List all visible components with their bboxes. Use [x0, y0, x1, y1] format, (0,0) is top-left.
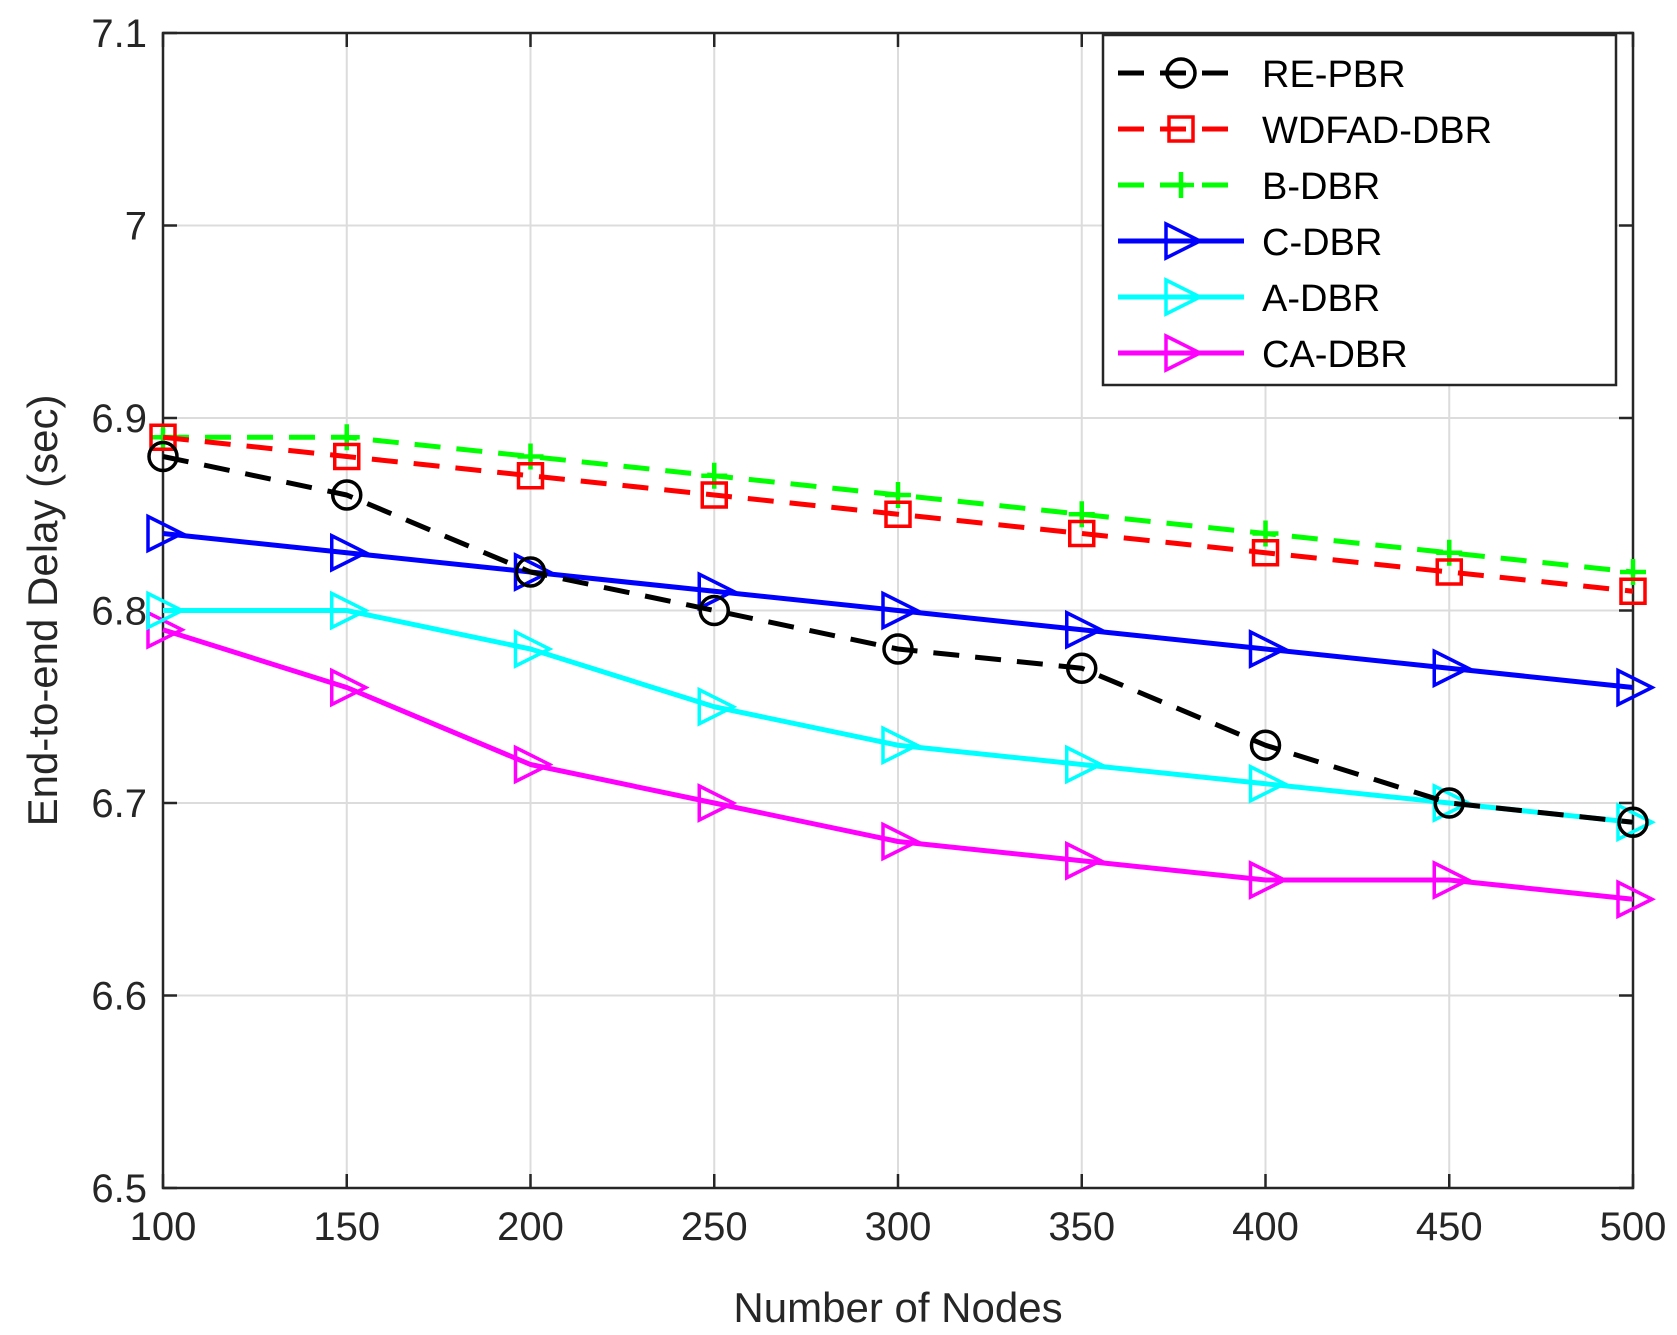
series-layer — [146, 423, 1656, 920]
data-point-c-dbr — [330, 532, 370, 573]
legend-label-a-dbr: A-DBR — [1262, 278, 1380, 320]
data-point-c-dbr — [881, 590, 921, 631]
y-tick-label: 6.6 — [91, 975, 147, 1019]
data-point-ca-dbr — [1248, 860, 1289, 900]
data-point-a-dbr — [513, 629, 554, 669]
x-tick-label: 400 — [1232, 1205, 1299, 1249]
series-c-dbr — [146, 513, 1656, 708]
legend-box — [1101, 33, 1618, 387]
data-point-ca-dbr — [1065, 840, 1105, 881]
data-point-wdfad-dbr — [884, 500, 912, 528]
data-point-re-pbr — [514, 556, 547, 588]
data-point-c-dbr — [1616, 667, 1656, 708]
data-point-wdfad-dbr — [149, 423, 177, 451]
data-point-re-pbr — [1249, 729, 1282, 761]
series-line-ca-dbr — [162, 627, 1634, 902]
legend-item-c-dbr: C-DBR — [1118, 221, 1382, 264]
legend-label-wdfad-dbr: WDFAD-DBR — [1262, 110, 1492, 152]
data-point-ca-dbr — [146, 609, 186, 650]
legend-marker-b-dbr — [1168, 172, 1194, 198]
data-point-ca-dbr — [513, 744, 554, 785]
data-point-ca-dbr — [1432, 860, 1473, 900]
data-point-re-pbr — [1433, 787, 1465, 819]
legend-item-b-dbr: B-DBR — [1118, 166, 1380, 208]
data-point-wdfad-dbr — [1068, 519, 1096, 548]
series-wdfad-dbr — [149, 423, 1647, 605]
x-axis-label: Number of Nodes — [733, 1284, 1062, 1331]
y-tick-label: 6.8 — [91, 590, 147, 634]
legend-marker-a-dbr — [1164, 277, 1204, 317]
data-point-c-dbr — [697, 571, 738, 612]
legend-label-re-pbr: RE-PBR — [1262, 54, 1406, 96]
legend-marker-ca-dbr — [1164, 333, 1204, 373]
x-tick-label: 100 — [130, 1205, 197, 1249]
data-point-c-dbr — [1248, 629, 1289, 669]
series-line-wdfad-dbr — [162, 434, 1634, 594]
x-tick-label: 500 — [1600, 1205, 1667, 1249]
data-point-a-dbr — [697, 686, 738, 727]
data-point-wdfad-dbr — [516, 462, 545, 490]
y-tick-label: 6.5 — [91, 1167, 147, 1211]
legend-marker-re-pbr — [1165, 57, 1197, 89]
data-point-re-pbr — [1066, 652, 1098, 684]
data-point-c-dbr — [1065, 609, 1105, 650]
data-point-re-pbr — [147, 440, 179, 473]
data-point-wdfad-dbr — [1435, 558, 1463, 586]
data-point-ca-dbr — [697, 783, 738, 823]
x-tick-label: 300 — [865, 1205, 932, 1249]
y-axis-label: End-to-end Delay (sec) — [19, 395, 66, 827]
data-point-wdfad-dbr — [1619, 577, 1647, 605]
x-tick-label: 450 — [1416, 1205, 1483, 1249]
legend: RE-PBR WDFAD-DBR B-DBR C-DBR A-DBR CA-DBR — [1101, 33, 1618, 387]
data-point-a-dbr — [330, 590, 370, 631]
y-tick-label: 7.1 — [91, 12, 147, 56]
data-point-wdfad-dbr — [1251, 539, 1280, 567]
x-tick-label: 250 — [681, 1205, 748, 1249]
data-point-re-pbr — [698, 594, 730, 627]
data-point-re-pbr — [882, 633, 914, 665]
data-point-a-dbr — [146, 590, 186, 631]
x-tick-label: 200 — [497, 1205, 564, 1249]
legend-item-a-dbr: A-DBR — [1118, 277, 1380, 320]
series-re-pbr — [147, 440, 1649, 838]
series-line-c-dbr — [162, 531, 1634, 690]
y-tick-label: 7 — [125, 205, 147, 249]
legend-marker-c-dbr — [1164, 221, 1204, 261]
data-point-wdfad-dbr — [700, 481, 728, 509]
series-ca-dbr — [146, 609, 1656, 920]
data-point-re-pbr — [1617, 806, 1649, 838]
legend-item-re-pbr: RE-PBR — [1118, 54, 1406, 96]
legend-label-ca-dbr: CA-DBR — [1262, 334, 1408, 376]
data-point-wdfad-dbr — [333, 442, 361, 471]
legend-item-wdfad-dbr: WDFAD-DBR — [1118, 110, 1492, 152]
legend-marker-wdfad-dbr — [1167, 115, 1195, 143]
legend-label-b-dbr: B-DBR — [1262, 166, 1380, 208]
data-point-re-pbr — [331, 479, 363, 511]
data-point-a-dbr — [1065, 744, 1105, 785]
data-point-ca-dbr — [881, 821, 921, 862]
x-tick-label: 150 — [313, 1205, 380, 1249]
data-point-ca-dbr — [1616, 879, 1656, 920]
x-tick-label: 350 — [1048, 1205, 1115, 1249]
data-point-a-dbr — [1248, 763, 1289, 804]
series-line-re-pbr — [162, 454, 1634, 825]
data-point-c-dbr — [146, 513, 186, 554]
legend-label-c-dbr: C-DBR — [1262, 222, 1382, 264]
data-point-a-dbr — [881, 725, 921, 766]
data-point-ca-dbr — [330, 667, 370, 708]
y-tick-label: 6.7 — [91, 782, 147, 826]
series-line-a-dbr — [163, 608, 1634, 825]
y-tick-label: 6.9 — [91, 397, 147, 441]
legend-item-ca-dbr: CA-DBR — [1118, 333, 1408, 376]
data-point-c-dbr — [1432, 648, 1473, 689]
series-a-dbr — [146, 590, 1656, 843]
ticks: 100 150 200 250 300 350 400 450 500 6.5 6.6 6.7 6.8 6… — [91, 12, 1666, 1249]
